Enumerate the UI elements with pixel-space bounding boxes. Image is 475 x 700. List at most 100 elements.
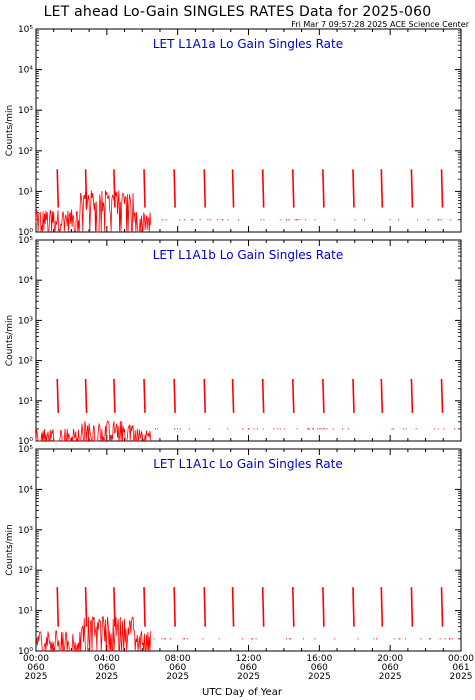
data-point	[347, 428, 349, 430]
panel-title: LET L1A1b Lo Gain Singles Rate	[153, 248, 344, 262]
rate-spike	[352, 378, 355, 413]
data-point	[221, 219, 223, 221]
rate-spike	[143, 169, 146, 208]
data-point	[417, 219, 419, 221]
data-point	[218, 638, 220, 640]
generation-timestamp: Fri Mar 7 09:57:28 2025 ACE Science Cent…	[291, 20, 469, 29]
data-point	[439, 638, 441, 640]
panels: 10⁰ 10¹ 10² 10³ 10⁴ 10⁵ Counts/min LET L1A1a Lo…	[5, 25, 474, 682]
y-tick-label: 10⁴	[18, 66, 33, 76]
data-point	[179, 428, 181, 430]
data-point	[157, 428, 159, 430]
data-point	[326, 428, 328, 430]
data-point	[317, 428, 319, 430]
page-title: LET ahead Lo-Gain SINGLES RATES Data for…	[43, 4, 432, 20]
data-point	[405, 638, 406, 640]
plot-frame	[35, 239, 462, 442]
rate-spike	[113, 169, 116, 208]
data-point	[354, 219, 356, 221]
data-point	[391, 428, 393, 430]
data-point	[260, 219, 262, 221]
data-point	[334, 219, 336, 221]
rate-spike	[352, 169, 355, 208]
y-axis-label: Counts/min	[5, 524, 15, 575]
data-point	[189, 428, 190, 430]
y-tick-label: 10⁰	[18, 437, 33, 447]
data-point	[191, 219, 193, 221]
y-tick-label: 10⁵	[18, 25, 33, 35]
y-tick-label: 10¹	[18, 397, 33, 407]
x-tick-label: 060	[382, 663, 399, 673]
y-tick-label: 10³	[18, 106, 33, 116]
rate-spike	[56, 169, 60, 208]
y-axis-label: Counts/min	[5, 315, 15, 366]
data-point	[177, 428, 178, 430]
data-point	[364, 219, 365, 221]
data-point	[202, 638, 204, 640]
data-point	[305, 219, 307, 221]
rate-spike	[143, 378, 146, 413]
y-tick-label: 10⁴	[18, 276, 33, 286]
data-point	[449, 638, 450, 640]
data-point	[242, 638, 244, 640]
x-tick-label: 061	[452, 663, 469, 673]
rate-spike	[84, 169, 88, 208]
rate-spike	[352, 587, 355, 627]
data-point	[398, 638, 400, 640]
data-point	[288, 638, 290, 640]
data-point	[420, 638, 422, 640]
data-point	[399, 638, 401, 640]
data-point	[279, 428, 281, 430]
data-point	[257, 428, 258, 430]
data-point	[286, 638, 287, 640]
y-tick-label: 10¹	[18, 607, 33, 617]
data-point	[179, 219, 181, 221]
data-point	[182, 638, 184, 640]
rate-spike	[410, 169, 414, 208]
data-point	[237, 219, 239, 221]
data-point	[153, 638, 155, 640]
data-point	[440, 219, 442, 221]
y-tick-label: 10²	[18, 147, 33, 157]
rate-spike	[84, 587, 88, 627]
data-point	[286, 219, 287, 221]
rate-spike	[56, 378, 60, 413]
x-tick-label: 2025	[166, 672, 189, 682]
data-point	[169, 638, 171, 640]
rate-spike	[261, 169, 265, 208]
data-point	[296, 219, 297, 221]
rate-spike	[380, 587, 384, 627]
data-point	[322, 428, 324, 430]
data-point	[312, 428, 314, 430]
y-tick-label: 10²	[18, 566, 33, 576]
data-point	[307, 428, 309, 430]
data-point	[376, 638, 377, 640]
data-point	[444, 638, 446, 640]
data-point	[297, 219, 299, 221]
data-point	[207, 219, 209, 221]
data-point	[405, 428, 407, 430]
chart-panel-2: 10⁰ 10¹ 10² 10³ 10⁴ 10⁵ Counts/min LET L1A1b Lo…	[5, 236, 462, 447]
rate-spike	[410, 587, 414, 627]
data-point	[164, 638, 166, 640]
data-point	[308, 428, 309, 430]
data-point	[389, 219, 391, 221]
data-point	[373, 638, 375, 640]
data-point	[255, 638, 257, 640]
data-point	[332, 428, 334, 430]
data-point	[210, 219, 212, 221]
x-tick-label: 2025	[95, 672, 118, 682]
rate-spike	[56, 587, 60, 627]
data-point	[398, 219, 399, 221]
panel-title: LET L1A1c Lo Gain Singles Rate	[153, 457, 343, 471]
x-tick-label: 060	[98, 663, 115, 673]
x-tick-label: 04:00	[94, 654, 120, 664]
y-tick-label: 10⁵	[18, 445, 33, 455]
chart-panel-3: 10⁰ 10¹ 10² 10³ 10⁴ 10⁵ Counts/min LET L1A1c Lo…	[5, 445, 474, 682]
data-point	[427, 219, 429, 221]
data-point	[437, 428, 439, 430]
data-point	[357, 638, 359, 640]
rate-spike	[380, 378, 384, 413]
data-point	[162, 219, 164, 221]
x-tick-label: 12:00	[236, 654, 262, 664]
